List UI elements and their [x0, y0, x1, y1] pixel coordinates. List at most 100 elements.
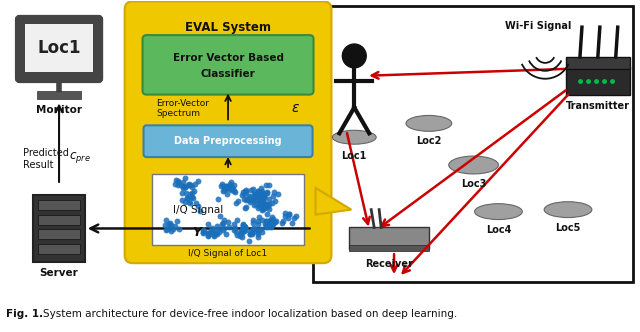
Point — [223, 219, 234, 224]
Point — [239, 223, 249, 229]
Point — [267, 214, 277, 219]
Point — [180, 199, 190, 205]
Point — [264, 182, 274, 188]
Point — [177, 197, 188, 203]
Point — [254, 192, 264, 197]
Point — [258, 207, 268, 212]
Point — [178, 180, 188, 185]
Text: I/Q Signal of Loc1: I/Q Signal of Loc1 — [189, 249, 268, 258]
Point — [253, 230, 263, 235]
Point — [186, 195, 196, 200]
Point — [209, 227, 219, 233]
Point — [269, 189, 279, 195]
Text: Loc2: Loc2 — [416, 136, 442, 146]
Point — [178, 185, 188, 191]
Point — [185, 191, 195, 197]
Point — [256, 195, 266, 201]
Point — [243, 197, 253, 202]
Point — [221, 183, 231, 189]
Point — [239, 197, 250, 202]
Point — [235, 234, 245, 239]
Point — [198, 227, 208, 233]
Point — [276, 220, 287, 226]
Point — [172, 219, 182, 224]
Point — [190, 182, 200, 187]
Point — [248, 197, 259, 202]
Point — [268, 220, 278, 226]
Point — [223, 184, 234, 189]
Point — [260, 201, 271, 207]
Point — [257, 208, 267, 213]
Point — [238, 222, 248, 227]
Point — [248, 187, 259, 192]
Point — [253, 228, 263, 233]
Point — [170, 223, 180, 229]
Point — [266, 224, 276, 229]
Point — [221, 191, 232, 197]
Point — [259, 205, 269, 210]
Point — [259, 191, 269, 197]
Ellipse shape — [406, 116, 452, 131]
Point — [224, 186, 234, 191]
Point — [207, 225, 217, 231]
FancyBboxPatch shape — [37, 91, 81, 99]
Text: Data Preprocessing: Data Preprocessing — [174, 136, 282, 146]
FancyBboxPatch shape — [38, 229, 80, 239]
Point — [240, 225, 250, 230]
FancyBboxPatch shape — [152, 174, 303, 245]
Point — [161, 227, 172, 232]
Point — [198, 230, 208, 235]
Point — [212, 223, 223, 229]
Point — [261, 222, 271, 227]
Point — [237, 234, 247, 239]
Point — [265, 221, 275, 226]
Point — [259, 195, 269, 201]
Point — [221, 187, 231, 192]
Text: Wi-Fi Signal: Wi-Fi Signal — [505, 21, 572, 31]
FancyBboxPatch shape — [566, 67, 630, 95]
Point — [218, 188, 228, 194]
Point — [280, 210, 290, 215]
Ellipse shape — [475, 204, 522, 219]
Point — [220, 184, 230, 189]
Point — [179, 184, 189, 190]
Point — [243, 194, 253, 199]
Point — [225, 186, 236, 191]
Point — [244, 231, 255, 236]
Point — [180, 190, 191, 195]
Point — [173, 179, 183, 184]
Point — [179, 184, 189, 190]
Point — [236, 230, 246, 236]
Point — [257, 194, 268, 199]
Point — [260, 205, 271, 210]
Point — [244, 239, 254, 244]
Point — [278, 218, 288, 223]
Point — [262, 222, 272, 228]
Point — [255, 193, 266, 198]
Point — [191, 200, 202, 206]
Point — [173, 179, 183, 184]
Point — [238, 190, 248, 195]
Point — [219, 218, 229, 223]
Point — [228, 188, 239, 194]
Point — [161, 217, 171, 223]
FancyBboxPatch shape — [143, 125, 312, 157]
Point — [224, 183, 234, 189]
Point — [255, 193, 266, 198]
Circle shape — [342, 44, 366, 68]
Point — [164, 221, 174, 227]
Point — [195, 208, 205, 214]
Point — [254, 214, 264, 220]
FancyBboxPatch shape — [33, 195, 85, 262]
Point — [219, 225, 229, 231]
Text: Predicted
Result: Predicted Result — [23, 148, 69, 170]
Point — [217, 221, 227, 227]
Point — [237, 226, 247, 232]
Point — [180, 176, 190, 181]
Point — [239, 228, 249, 234]
Point — [249, 202, 259, 207]
Point — [241, 188, 252, 193]
Point — [245, 198, 255, 203]
Text: $\varepsilon$: $\varepsilon$ — [291, 101, 300, 115]
Point — [232, 218, 242, 223]
